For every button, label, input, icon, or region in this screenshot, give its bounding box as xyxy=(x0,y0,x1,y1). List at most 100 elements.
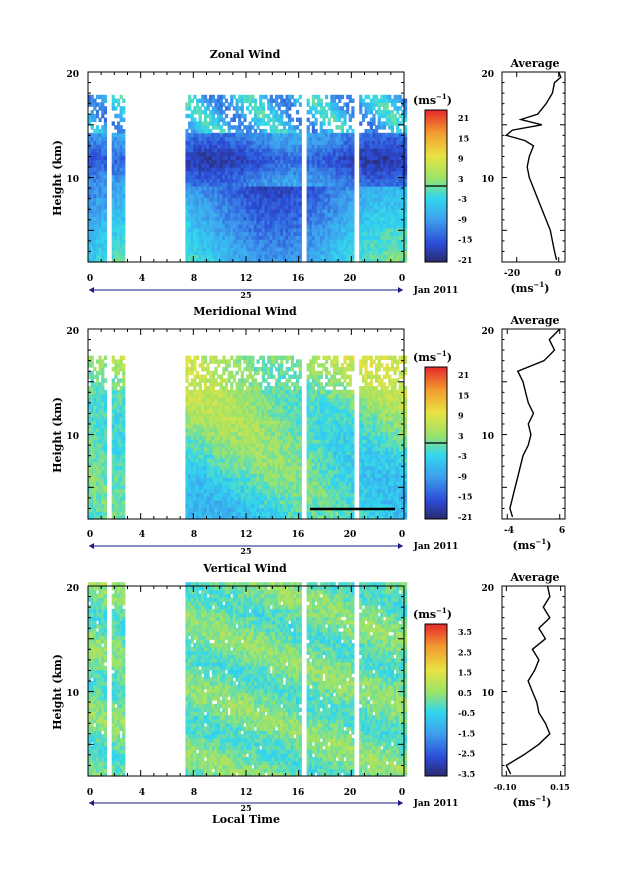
heatmap-cell xyxy=(117,481,121,486)
heatmap-cell xyxy=(298,102,302,107)
heatmap-cell xyxy=(346,132,350,138)
heatmap-cell xyxy=(382,102,387,107)
heatmap-cell xyxy=(122,511,126,516)
heatmap-cell xyxy=(111,201,115,206)
heatmap-cell xyxy=(396,159,400,164)
heatmap-cell xyxy=(98,186,102,191)
heatmap-cell xyxy=(261,121,265,126)
heatmap-cell xyxy=(209,208,213,214)
heatmap-cell xyxy=(117,382,121,387)
heatmap-cell xyxy=(111,462,115,467)
heatmap-cell xyxy=(377,186,381,191)
heatmap-cell xyxy=(351,144,355,149)
heatmap-cell xyxy=(390,208,394,214)
heatmap-cell xyxy=(238,224,242,229)
heatmap-cell xyxy=(330,144,334,149)
heatmap-cell xyxy=(264,235,268,240)
heatmap-cell xyxy=(193,382,197,387)
heatmap-cell xyxy=(251,193,255,198)
heatmap-cell xyxy=(188,178,192,183)
heatmap-cell xyxy=(206,443,210,448)
heatmap-cell xyxy=(117,439,121,444)
heatmap-cell xyxy=(372,113,376,119)
heatmap-cell xyxy=(385,227,389,233)
heatmap-cell xyxy=(311,186,315,191)
heatmap-cell xyxy=(122,397,126,402)
heatmap-cell xyxy=(119,254,123,259)
heatmap-cell xyxy=(272,110,276,115)
heatmap-cell xyxy=(404,220,408,225)
heatmap-cell xyxy=(259,208,263,214)
heatmap-cell xyxy=(198,405,202,410)
heatmap-cell xyxy=(390,216,394,221)
heatmap-cell xyxy=(111,159,115,164)
heatmap-cell xyxy=(364,212,368,217)
heatmap-cell xyxy=(217,125,221,130)
heatmap-cell xyxy=(259,189,263,195)
heatmap-cell xyxy=(201,224,205,229)
heatmap-cell xyxy=(393,193,397,198)
heatmap-cell xyxy=(288,178,292,183)
heatmap-cell xyxy=(188,106,192,111)
heatmap-cell xyxy=(375,186,379,191)
heatmap-cell xyxy=(246,208,250,214)
heatmap-cell xyxy=(95,500,100,505)
heatmap-cell xyxy=(119,129,123,134)
heatmap-cell xyxy=(198,239,202,244)
heatmap-cell xyxy=(314,227,318,233)
heatmap-cell xyxy=(211,231,215,236)
heatmap-cell xyxy=(93,155,97,160)
heatmap-cell xyxy=(201,186,205,191)
heatmap-cell xyxy=(361,144,366,149)
heatmap-cell xyxy=(277,216,281,221)
heatmap-cell xyxy=(114,515,118,520)
heatmap-cell xyxy=(290,224,294,229)
heatmap-cell xyxy=(214,496,218,501)
heatmap-cell xyxy=(372,258,376,263)
x-tick-label: 0 xyxy=(399,274,405,284)
heatmap-cell xyxy=(335,136,339,141)
heatmap-cell xyxy=(346,159,350,164)
heatmap-cell xyxy=(103,465,107,471)
heatmap-cell xyxy=(248,189,252,195)
heatmap-cell xyxy=(95,439,100,444)
heatmap-cell xyxy=(222,458,226,463)
heatmap-cell xyxy=(338,197,342,202)
heatmap-cell xyxy=(256,243,260,248)
heatmap-cell xyxy=(317,110,321,115)
heatmap-cell xyxy=(269,189,273,195)
heatmap-cell xyxy=(103,439,107,444)
heatmap-cell xyxy=(224,216,229,221)
heatmap xyxy=(88,355,408,520)
heatmap-cell xyxy=(309,167,313,172)
heatmap-cell xyxy=(343,220,347,225)
heatmap-cell xyxy=(375,136,379,141)
heatmap-cell xyxy=(325,193,329,198)
heatmap-cell xyxy=(90,189,94,195)
heatmap-cell xyxy=(122,186,126,191)
heatmap-cell xyxy=(201,446,205,452)
heatmap-cell xyxy=(251,94,255,100)
heatmap-cell xyxy=(119,178,123,183)
heatmap-cell xyxy=(119,488,123,493)
heatmap-cell xyxy=(277,148,281,153)
heatmap-cell xyxy=(388,132,392,138)
heatmap-cell xyxy=(275,208,279,214)
heatmap-cell xyxy=(209,174,213,179)
heatmap-cell xyxy=(380,155,384,160)
heatmap-cell xyxy=(243,212,247,217)
heatmap-cell xyxy=(222,178,226,183)
heatmap-cell xyxy=(114,477,118,482)
heatmap-cell xyxy=(238,220,242,225)
heatmap-cell xyxy=(319,159,323,164)
heatmap-cell xyxy=(214,420,218,425)
heatmap-cell xyxy=(238,98,242,103)
heatmap-cell xyxy=(198,106,202,111)
date-label: Jan 2011 xyxy=(413,286,459,296)
heatmap-cell xyxy=(185,167,189,172)
heatmap-cell xyxy=(98,106,102,111)
heatmap-cell xyxy=(198,235,202,240)
heatmap-cell xyxy=(330,231,334,236)
heatmap-cell xyxy=(119,465,123,471)
heatmap-cell xyxy=(277,186,281,191)
